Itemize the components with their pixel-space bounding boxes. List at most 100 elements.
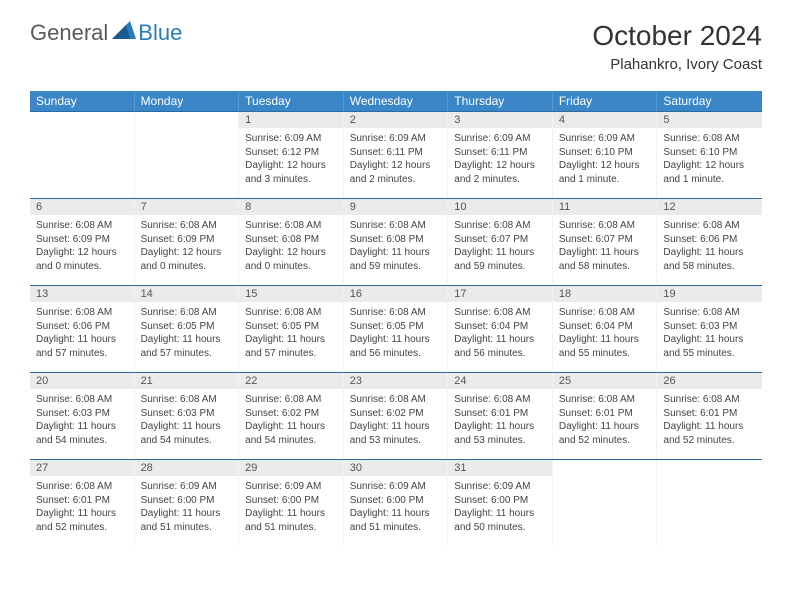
day-cell: 2Sunrise: 6:09 AMSunset: 6:11 PMDaylight… [344,112,449,198]
sunrise-text: Sunrise: 6:08 AM [663,306,756,320]
sunset-text: Sunset: 6:06 PM [36,320,128,334]
day-header-thursday: Thursday [448,91,553,111]
day-number: 5 [657,112,762,128]
sunrise-text: Sunrise: 6:08 AM [454,219,546,233]
day-info: Sunrise: 6:08 AMSunset: 6:01 PMDaylight:… [30,476,134,538]
day-number: 20 [30,373,134,389]
day-header-wednesday: Wednesday [344,91,449,111]
day-header-sunday: Sunday [30,91,135,111]
day-number: 15 [239,286,343,302]
sunrise-text: Sunrise: 6:09 AM [454,132,546,146]
daylight-text: Daylight: 11 hours and 53 minutes. [350,420,442,447]
sunset-text: Sunset: 6:03 PM [663,320,756,334]
day-cell [30,112,135,198]
day-number: 16 [344,286,448,302]
daylight-text: Daylight: 11 hours and 57 minutes. [141,333,233,360]
sunset-text: Sunset: 6:00 PM [141,494,233,508]
day-info: Sunrise: 6:09 AMSunset: 6:11 PMDaylight:… [344,128,448,190]
sunrise-text: Sunrise: 6:08 AM [559,393,651,407]
sunset-text: Sunset: 6:08 PM [350,233,442,247]
sunrise-text: Sunrise: 6:09 AM [350,132,442,146]
day-number: 21 [135,373,239,389]
sunrise-text: Sunrise: 6:08 AM [663,132,756,146]
sunrise-text: Sunrise: 6:08 AM [141,306,233,320]
sunrise-text: Sunrise: 6:09 AM [141,480,233,494]
page-header: General Blue October 2024 Plahankro, Ivo… [30,20,762,73]
sunrise-text: Sunrise: 6:08 AM [141,393,233,407]
day-number: 30 [344,460,448,476]
title-area: October 2024 Plahankro, Ivory Coast [592,20,762,73]
daylight-text: Daylight: 11 hours and 55 minutes. [663,333,756,360]
day-cell: 17Sunrise: 6:08 AMSunset: 6:04 PMDayligh… [448,286,553,372]
daylight-text: Daylight: 11 hours and 59 minutes. [454,246,546,273]
sunset-text: Sunset: 6:01 PM [36,494,128,508]
day-number: 29 [239,460,343,476]
sunrise-text: Sunrise: 6:08 AM [36,306,128,320]
daylight-text: Daylight: 11 hours and 53 minutes. [454,420,546,447]
day-number: 7 [135,199,239,215]
sunset-text: Sunset: 6:00 PM [245,494,337,508]
daylight-text: Daylight: 12 hours and 1 minute. [663,159,756,186]
daylight-text: Daylight: 11 hours and 52 minutes. [663,420,756,447]
logo-triangle-icon [112,21,136,39]
day-cell: 15Sunrise: 6:08 AMSunset: 6:05 PMDayligh… [239,286,344,372]
daylight-text: Daylight: 11 hours and 58 minutes. [663,246,756,273]
sunset-text: Sunset: 6:06 PM [663,233,756,247]
sunset-text: Sunset: 6:00 PM [350,494,442,508]
day-info: Sunrise: 6:08 AMSunset: 6:06 PMDaylight:… [657,215,762,277]
daylight-text: Daylight: 12 hours and 0 minutes. [245,246,337,273]
day-cell: 30Sunrise: 6:09 AMSunset: 6:00 PMDayligh… [344,460,449,546]
sunset-text: Sunset: 6:01 PM [454,407,546,421]
day-cell: 12Sunrise: 6:08 AMSunset: 6:06 PMDayligh… [657,199,762,285]
day-number: 2 [344,112,448,128]
daylight-text: Daylight: 11 hours and 54 minutes. [141,420,233,447]
sunrise-text: Sunrise: 6:08 AM [350,306,442,320]
weeks-container: 1Sunrise: 6:09 AMSunset: 6:12 PMDaylight… [30,111,762,546]
sunset-text: Sunset: 6:09 PM [36,233,128,247]
day-number: 9 [344,199,448,215]
day-info: Sunrise: 6:08 AMSunset: 6:01 PMDaylight:… [553,389,657,451]
day-header-friday: Friday [553,91,658,111]
daylight-text: Daylight: 11 hours and 59 minutes. [350,246,442,273]
sunrise-text: Sunrise: 6:08 AM [350,219,442,233]
daylight-text: Daylight: 11 hours and 57 minutes. [36,333,128,360]
sunset-text: Sunset: 6:05 PM [245,320,337,334]
daylight-text: Daylight: 12 hours and 2 minutes. [454,159,546,186]
daylight-text: Daylight: 11 hours and 52 minutes. [36,507,128,534]
sunrise-text: Sunrise: 6:09 AM [454,480,546,494]
day-info: Sunrise: 6:08 AMSunset: 6:02 PMDaylight:… [239,389,343,451]
sunset-text: Sunset: 6:01 PM [559,407,651,421]
sunset-text: Sunset: 6:10 PM [663,146,756,160]
day-cell: 13 Sunrise: 6:08 AMSunset: 6:06 PMDayligh… [30,286,135,372]
daylight-text: Daylight: 12 hours and 0 minutes. [36,246,128,273]
week-row: 27Sunrise: 6:08 AMSunset: 6:01 PMDayligh… [30,459,762,546]
day-info: Sunrise: 6:08 AMSunset: 6:09 PMDaylight:… [30,215,134,277]
day-info: Sunrise: 6:08 AMSunset: 6:02 PMDaylight:… [344,389,448,451]
day-info: Sunrise: 6:09 AMSunset: 6:00 PMDaylight:… [344,476,448,538]
day-cell [135,112,240,198]
daylight-text: Daylight: 12 hours and 1 minute. [559,159,651,186]
daylight-text: Daylight: 11 hours and 50 minutes. [454,507,546,534]
day-headers-row: Sunday Monday Tuesday Wednesday Thursday… [30,91,762,111]
day-number: 22 [239,373,343,389]
day-number: 3 [448,112,552,128]
sunrise-text: Sunrise: 6:08 AM [454,306,546,320]
sunset-text: Sunset: 6:11 PM [454,146,546,160]
day-cell: 6Sunrise: 6:08 AMSunset: 6:09 PMDaylight… [30,199,135,285]
daylight-text: Daylight: 11 hours and 58 minutes. [559,246,651,273]
day-cell: 7Sunrise: 6:08 AMSunset: 6:09 PMDaylight… [135,199,240,285]
daylight-text: Daylight: 11 hours and 55 minutes. [559,333,651,360]
day-info: Sunrise: 6:08 AMSunset: 6:09 PMDaylight:… [135,215,239,277]
day-info: Sunrise: 6:08 AMSunset: 6:10 PMDaylight:… [657,128,762,190]
day-info: Sunrise: 6:09 AMSunset: 6:11 PMDaylight:… [448,128,552,190]
day-cell: 22Sunrise: 6:08 AMSunset: 6:02 PMDayligh… [239,373,344,459]
sunrise-text: Sunrise: 6:08 AM [559,306,651,320]
day-cell: 11Sunrise: 6:08 AMSunset: 6:07 PMDayligh… [553,199,658,285]
sunrise-text: Sunrise: 6:09 AM [559,132,651,146]
day-number: 17 [448,286,552,302]
day-info: Sunrise: 6:09 AMSunset: 6:12 PMDaylight:… [239,128,343,190]
day-number: 25 [553,373,657,389]
day-info: Sunrise: 6:09 AMSunset: 6:10 PMDaylight:… [553,128,657,190]
sunset-text: Sunset: 6:08 PM [245,233,337,247]
day-number: 13 [30,286,134,302]
